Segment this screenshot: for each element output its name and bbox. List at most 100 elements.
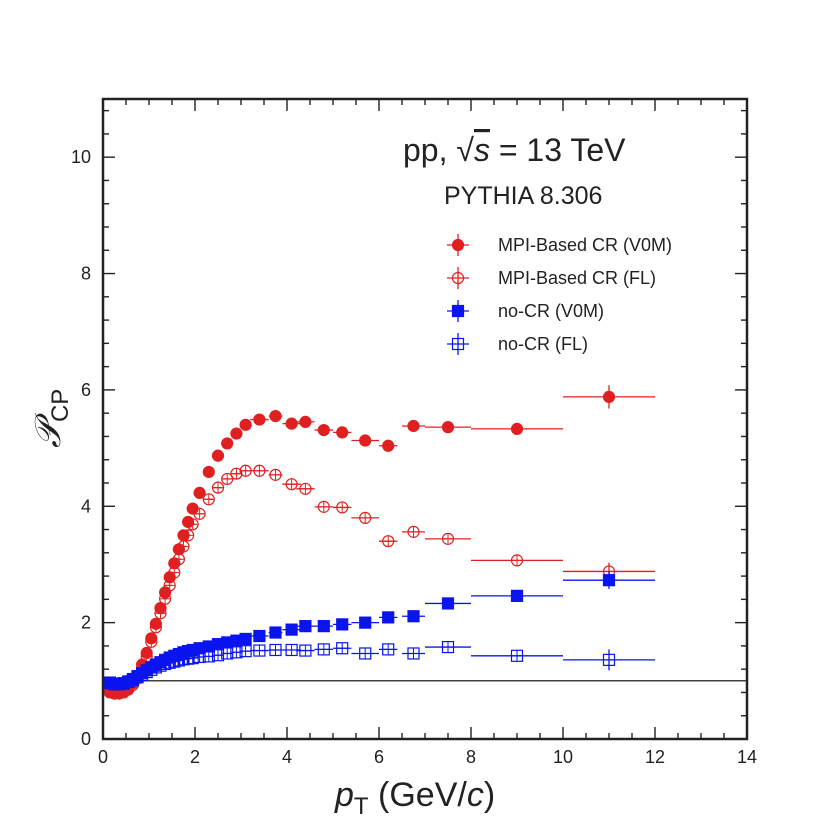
- marker-shape: [359, 434, 372, 447]
- y-tick-label: 0: [81, 729, 91, 749]
- data-point: [193, 507, 206, 520]
- point-marker: [269, 626, 282, 639]
- point-marker: [211, 481, 225, 494]
- data-point: [351, 511, 379, 525]
- marker-shape: [239, 418, 252, 431]
- point-marker: [202, 465, 215, 479]
- data-point: [221, 472, 234, 486]
- marker-shape: [317, 423, 330, 437]
- plot-frame: [101, 97, 749, 741]
- point-marker: [510, 589, 524, 602]
- data-point: [351, 434, 379, 447]
- data-point: [471, 554, 563, 567]
- marker-shape: [336, 618, 349, 631]
- data-point: [159, 592, 172, 605]
- y-tick-label: 6: [81, 380, 91, 400]
- point-marker: [285, 623, 298, 636]
- x-tick-label: 4: [282, 747, 292, 767]
- marker-shape: [441, 597, 455, 610]
- data-point: [268, 409, 283, 423]
- point-marker: [382, 439, 395, 452]
- marker-shape: [451, 304, 465, 318]
- marker-shape: [202, 465, 215, 479]
- data-point: [282, 417, 301, 430]
- data-point: [239, 418, 252, 431]
- data-point: [333, 642, 352, 655]
- data-point: [250, 644, 269, 657]
- data-point: [563, 571, 655, 589]
- data-point: [314, 423, 333, 437]
- point-marker: [269, 468, 282, 481]
- marker-shape: [285, 623, 298, 636]
- data-point: [182, 529, 195, 542]
- point-marker: [299, 644, 312, 657]
- point-marker: [359, 434, 372, 447]
- data-point: [250, 629, 269, 643]
- series-1: [103, 464, 655, 700]
- point-marker: [602, 390, 616, 403]
- legend-label: no-CR (V0M): [498, 301, 604, 321]
- point-marker: [285, 643, 298, 657]
- data-point: [168, 566, 181, 579]
- data-point: [268, 643, 283, 657]
- data-point: [154, 607, 167, 620]
- data-point: [250, 464, 269, 477]
- data-point: [268, 468, 283, 481]
- legend-entry: no-CR (V0M): [447, 300, 604, 322]
- data-point: [333, 426, 352, 439]
- data-point: [268, 626, 283, 639]
- data-point: [471, 649, 563, 662]
- point-marker: [193, 486, 206, 499]
- data-point: [211, 481, 225, 494]
- data-point: [296, 620, 315, 633]
- y-tick-label: 8: [81, 264, 91, 284]
- data-point: [172, 553, 185, 566]
- data-point: [122, 675, 135, 689]
- marker-shape: [299, 620, 312, 633]
- data-point: [163, 579, 176, 592]
- point-marker: [407, 647, 420, 660]
- data-point: [425, 640, 471, 654]
- point-marker: [359, 616, 372, 629]
- legend-label: MPI-Based CR (FL): [498, 268, 656, 288]
- marker-shape: [269, 409, 282, 423]
- point-marker: [299, 415, 312, 429]
- point-marker: [285, 478, 298, 491]
- data-point: [402, 419, 425, 433]
- data-point: [202, 493, 215, 506]
- marker-shape: [285, 417, 298, 430]
- legend-label: MPI-Based CR (V0M): [498, 235, 672, 255]
- data-point: [250, 413, 269, 426]
- point-marker: [230, 467, 243, 480]
- point-marker: [172, 553, 185, 566]
- data-point: [425, 532, 471, 545]
- legend-entry: MPI-Based CR (FL): [447, 267, 656, 289]
- point-marker: [336, 426, 349, 439]
- data-point: [314, 620, 333, 633]
- point-marker: [269, 643, 282, 657]
- legend-entry: MPI-Based CR (V0M): [447, 234, 672, 256]
- x-tick-label: 14: [737, 747, 757, 767]
- marker-shape: [407, 610, 420, 623]
- data-point: [379, 643, 398, 656]
- marker-shape: [193, 486, 206, 499]
- point-marker: [336, 618, 349, 631]
- point-marker: [230, 427, 243, 440]
- point-marker: [317, 620, 330, 633]
- point-marker: [407, 525, 420, 538]
- marker-shape: [336, 426, 349, 439]
- data-point: [221, 437, 234, 450]
- data-point: [145, 663, 158, 676]
- marker-shape: [602, 574, 616, 587]
- data-point: [351, 616, 379, 629]
- point-marker: [193, 507, 206, 520]
- legend-entry: no-CR (FL): [447, 333, 588, 355]
- marker-shape: [451, 238, 465, 252]
- series-3: [103, 640, 655, 691]
- legend-marker: [451, 271, 465, 285]
- marker-shape: [407, 419, 420, 433]
- point-marker: [382, 643, 395, 656]
- data-point: [333, 618, 352, 631]
- point-marker: [186, 518, 199, 531]
- point-marker: [441, 597, 455, 610]
